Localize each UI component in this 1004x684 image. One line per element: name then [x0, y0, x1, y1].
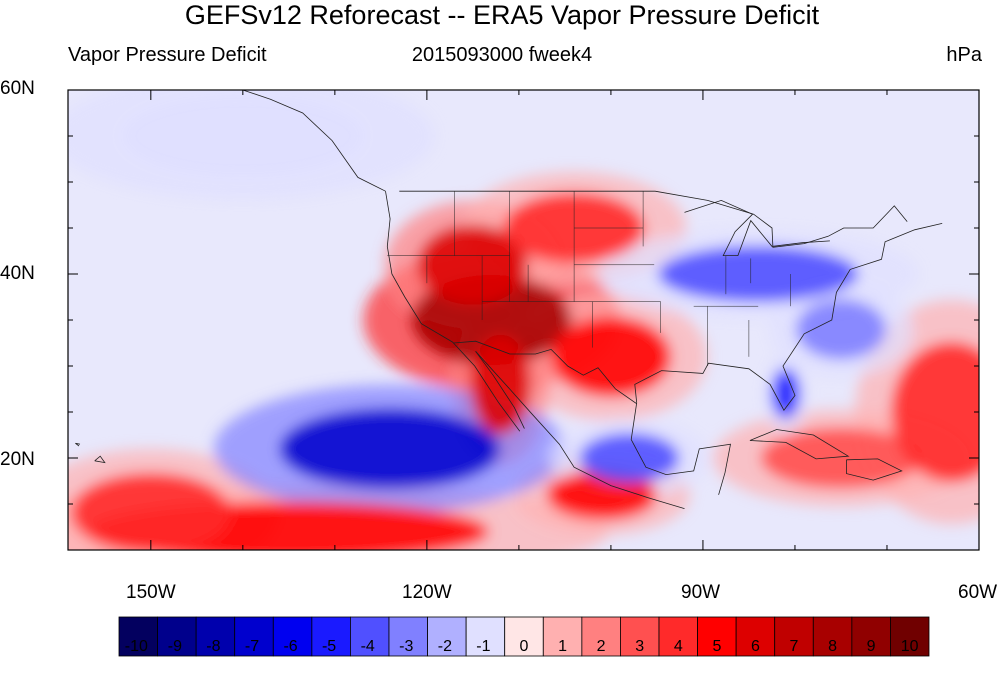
- lon-label-60w: 60W: [958, 582, 998, 603]
- anomaly-florida: [771, 368, 800, 419]
- colorbar-tick-label: -7: [244, 638, 260, 655]
- coastline-segment: [385, 191, 521, 432]
- colorbar-box: [465, 616, 506, 657]
- colorbar-tick-label: 10: [900, 638, 919, 655]
- colorbar-box: [427, 616, 467, 657]
- colorbar-tick-label: -10: [124, 638, 148, 655]
- colorbar-tick-label: -6: [283, 638, 298, 655]
- anomaly-subtropical-pacific: [280, 408, 501, 489]
- coastline-segment: [94, 455, 106, 464]
- colorbar-tick-label: -4: [360, 638, 375, 655]
- colorbar-tick-label: 7: [789, 638, 799, 655]
- lat-label-40n: 40N: [0, 263, 35, 284]
- colorbar-box: [234, 616, 274, 657]
- anomaly-great-basin: [417, 224, 528, 305]
- units-label: hPa: [946, 44, 982, 66]
- colorbar-tick-label: 5: [712, 638, 722, 655]
- colorbar-box: [272, 616, 313, 657]
- colorbar-tick-label: 4: [673, 638, 683, 655]
- colorbar-box: [157, 616, 197, 657]
- colorbar-box: [620, 616, 660, 657]
- colorbar-box: [890, 616, 930, 657]
- colorbar-box: [388, 616, 428, 657]
- coastline-segment: [684, 199, 830, 257]
- chart-title: GEFSv12 Reforecast -- ERA5 Vapor Pressur…: [184, 0, 820, 30]
- anomaly-tropical-atlantic: [891, 342, 979, 482]
- anomaly-caribbean: [760, 428, 921, 488]
- coastline-segment: [399, 190, 908, 248]
- colorbar-box: [311, 616, 351, 657]
- colorbar-box: [735, 616, 776, 657]
- colorbar-tick-label: 6: [750, 638, 760, 655]
- lon-label-150w: 150W: [126, 582, 176, 603]
- anomaly-western-atlantic: [795, 299, 886, 360]
- lat-label-60n: 60N: [0, 78, 35, 99]
- coastline-segment: [242, 90, 386, 192]
- coastline-segment: [475, 351, 525, 429]
- colorbar-tick-label: -5: [321, 638, 337, 655]
- coastline-segment: [749, 429, 850, 460]
- colorbar-box: [658, 616, 698, 657]
- colorbar-tick-label: -8: [206, 638, 221, 655]
- colorbar-tick-label: 2: [596, 638, 606, 655]
- colorbar-tick-label: 8: [828, 638, 838, 655]
- colorbar-box: [812, 616, 853, 657]
- lon-label-90w: 90W: [681, 582, 721, 603]
- colorbar-box: [581, 616, 621, 657]
- colorbar-box: [697, 616, 737, 657]
- coastline-segment: [75, 442, 81, 447]
- variable-label: Vapor Pressure Deficit: [68, 44, 267, 66]
- anomaly-gulf-of-alaska: [122, 96, 363, 176]
- lon-label-120w: 120W: [402, 582, 452, 603]
- colorbar-tick-label: 0: [519, 638, 529, 655]
- colorbar-box: [350, 616, 390, 657]
- coastline-segment: [846, 458, 903, 481]
- colorbar-tick-label: -9: [167, 638, 182, 655]
- colorbar-tick-label: 1: [558, 638, 568, 655]
- colorbar-box: [118, 616, 158, 657]
- coastline-segment: [630, 402, 731, 495]
- coastlines: [75, 90, 943, 509]
- lat-label-20n: 20N: [0, 449, 35, 470]
- anomaly-tropical-pacific-west: [70, 473, 231, 550]
- colorbar-box: [851, 616, 891, 657]
- coastline-segment: [453, 340, 637, 405]
- coastline-segment: [634, 223, 943, 411]
- anomaly-texas: [550, 316, 671, 397]
- colorbar-tick-label: 3: [635, 638, 645, 655]
- coastline-segment: [475, 351, 685, 509]
- colorbar-box: [195, 616, 236, 657]
- colorbar-tick-label: -3: [399, 638, 414, 655]
- colorbar-tick-label: -1: [476, 638, 491, 655]
- anomaly-ohio-valley: [658, 246, 859, 302]
- forecast-time-label: 2015093000 fweek4: [411, 44, 593, 66]
- colorbar-tick-label: -2: [437, 638, 452, 655]
- colorbar-tick-label: 9: [866, 638, 876, 655]
- colorbar-box: [504, 616, 544, 657]
